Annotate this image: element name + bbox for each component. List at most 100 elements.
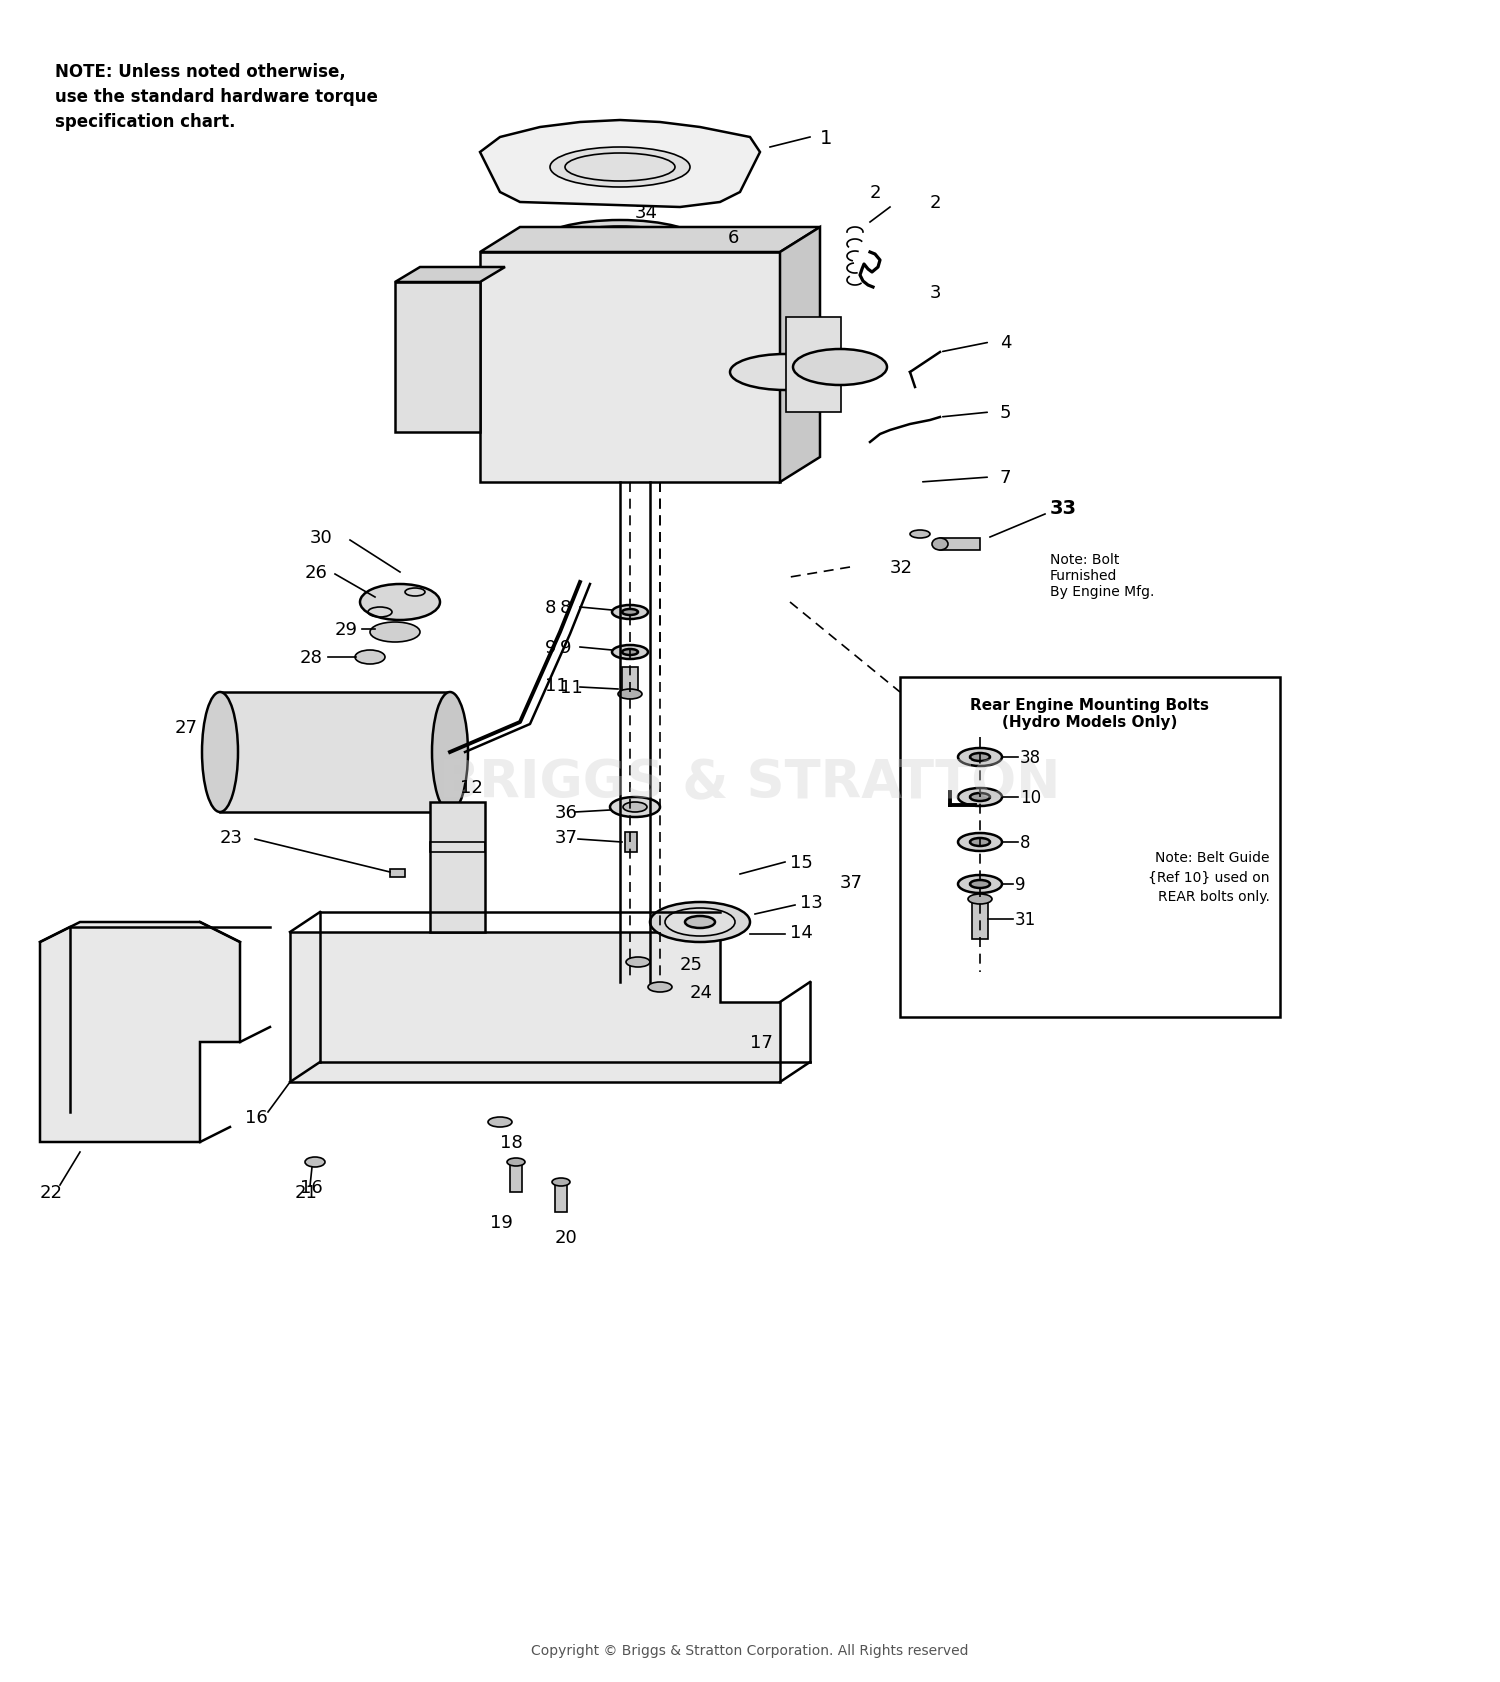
- Text: 30: 30: [310, 528, 333, 547]
- Bar: [972, 900, 988, 940]
- Bar: [390, 870, 405, 878]
- Text: 9: 9: [560, 639, 572, 656]
- Ellipse shape: [618, 690, 642, 700]
- Text: 34: 34: [634, 204, 658, 222]
- Text: Note: Bolt
Furnished
By Engine Mfg.: Note: Bolt Furnished By Engine Mfg.: [1050, 553, 1155, 599]
- Polygon shape: [480, 121, 760, 209]
- Text: 29: 29: [334, 621, 358, 639]
- Ellipse shape: [648, 982, 672, 992]
- Text: 6: 6: [728, 229, 740, 247]
- Ellipse shape: [507, 1159, 525, 1166]
- Text: 9: 9: [544, 639, 556, 656]
- Ellipse shape: [552, 1179, 570, 1186]
- Text: 26: 26: [304, 563, 328, 582]
- Bar: [510, 1162, 522, 1193]
- Text: 11: 11: [560, 678, 582, 696]
- Ellipse shape: [958, 875, 1002, 893]
- Text: 8: 8: [560, 599, 572, 617]
- Text: 15: 15: [790, 853, 813, 871]
- Polygon shape: [40, 922, 240, 1142]
- Text: 5: 5: [1000, 404, 1011, 422]
- Ellipse shape: [622, 649, 638, 656]
- Text: 16: 16: [300, 1179, 322, 1196]
- Text: NOTE: Unless noted otherwise,
use the standard hardware torque
specification cha: NOTE: Unless noted otherwise, use the st…: [56, 62, 378, 131]
- Text: 32: 32: [890, 558, 914, 577]
- Text: 4: 4: [1000, 333, 1011, 352]
- Text: Rear Engine Mounting Bolts
(Hydro Models Only): Rear Engine Mounting Bolts (Hydro Models…: [970, 698, 1209, 730]
- Ellipse shape: [612, 646, 648, 659]
- Text: 36: 36: [555, 804, 578, 821]
- Ellipse shape: [612, 606, 648, 619]
- Ellipse shape: [202, 693, 238, 812]
- Bar: [786, 318, 842, 412]
- Bar: [626, 833, 638, 853]
- Ellipse shape: [686, 917, 716, 928]
- Polygon shape: [480, 227, 820, 252]
- Bar: [430, 802, 484, 932]
- Bar: [555, 1182, 567, 1213]
- Ellipse shape: [540, 220, 700, 264]
- Ellipse shape: [970, 754, 990, 762]
- Polygon shape: [220, 693, 450, 812]
- Ellipse shape: [370, 622, 420, 643]
- Text: 25: 25: [680, 955, 703, 974]
- Text: BRIGGS & STRATTON: BRIGGS & STRATTON: [440, 757, 1060, 809]
- Text: 14: 14: [790, 923, 813, 942]
- Ellipse shape: [622, 609, 638, 616]
- Text: 28: 28: [300, 649, 322, 666]
- Bar: [394, 283, 480, 432]
- Text: 8: 8: [1020, 834, 1031, 851]
- Bar: [480, 252, 780, 483]
- Text: 8: 8: [544, 599, 556, 617]
- Ellipse shape: [360, 585, 440, 621]
- Bar: [940, 538, 980, 550]
- Text: 21: 21: [296, 1184, 318, 1201]
- Text: 3: 3: [930, 284, 942, 301]
- Ellipse shape: [730, 355, 840, 390]
- Ellipse shape: [958, 789, 1002, 807]
- Text: 7: 7: [1000, 469, 1011, 486]
- Bar: [430, 843, 484, 853]
- Text: 2: 2: [930, 193, 942, 212]
- Bar: [622, 668, 638, 693]
- Ellipse shape: [932, 538, 948, 550]
- Ellipse shape: [622, 802, 646, 812]
- Polygon shape: [394, 267, 506, 283]
- Ellipse shape: [910, 532, 930, 538]
- Ellipse shape: [650, 903, 750, 942]
- Ellipse shape: [958, 748, 1002, 767]
- Ellipse shape: [488, 1117, 512, 1127]
- Ellipse shape: [550, 148, 690, 188]
- Text: 16: 16: [244, 1108, 268, 1127]
- Text: 24: 24: [690, 984, 712, 1001]
- Text: 27: 27: [176, 718, 198, 737]
- Text: 9: 9: [1016, 875, 1026, 893]
- Text: 12: 12: [460, 779, 483, 797]
- Text: 37: 37: [555, 829, 578, 846]
- Text: 11: 11: [544, 676, 567, 695]
- Text: 23: 23: [220, 829, 243, 846]
- Text: 10: 10: [1020, 789, 1041, 807]
- Bar: [900, 678, 1280, 1018]
- Ellipse shape: [626, 957, 650, 967]
- Text: 19: 19: [490, 1213, 513, 1231]
- Ellipse shape: [610, 797, 660, 817]
- Ellipse shape: [432, 693, 468, 812]
- Ellipse shape: [356, 651, 386, 664]
- Ellipse shape: [968, 895, 992, 905]
- Ellipse shape: [958, 834, 1002, 851]
- Text: Copyright © Briggs & Stratton Corporation. All Rights reserved: Copyright © Briggs & Stratton Corporatio…: [531, 1643, 969, 1657]
- Text: 2: 2: [870, 183, 882, 202]
- Text: 37: 37: [840, 873, 862, 891]
- Ellipse shape: [970, 794, 990, 802]
- Text: 22: 22: [40, 1184, 63, 1201]
- Text: 1: 1: [821, 128, 833, 148]
- Polygon shape: [290, 932, 780, 1082]
- Text: 33: 33: [1050, 498, 1077, 516]
- Ellipse shape: [970, 839, 990, 846]
- Text: 20: 20: [555, 1228, 578, 1246]
- Polygon shape: [780, 227, 820, 483]
- Ellipse shape: [664, 908, 735, 937]
- Text: 31: 31: [1016, 910, 1036, 928]
- Text: 18: 18: [500, 1134, 522, 1150]
